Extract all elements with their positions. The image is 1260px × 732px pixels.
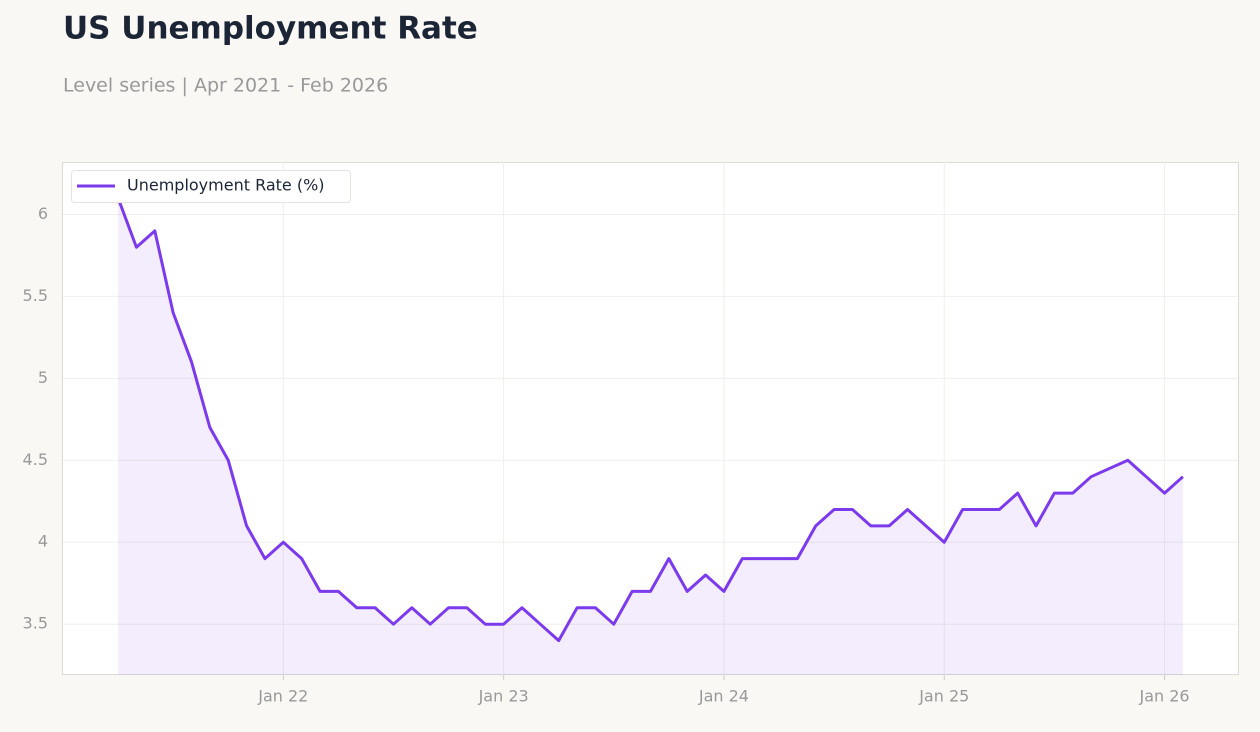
legend-box [71,170,351,203]
legend-label: Unemployment Rate (%) [127,176,325,195]
y-tick-label: 5 [38,368,48,387]
x-tick-label: Jan 24 [698,687,749,706]
y-tick-label: 4 [38,532,48,551]
x-tick-label: Jan 22 [257,687,308,706]
chart-subtitle: Level series | Apr 2021 - Feb 2026 [63,75,388,97]
x-tick-label: Jan 23 [478,687,529,706]
y-tick-label: 3.5 [23,614,48,633]
chart-title: US Unemployment Rate [63,11,478,47]
y-tick-label: 4.5 [23,450,48,469]
y-tick-label: 5.5 [23,286,48,305]
x-tick-label: Jan 26 [1139,687,1190,706]
line [116,197,1184,643]
area [118,198,1183,676]
y-tick-label: 6 [38,204,48,223]
x-tick-label: Jan 25 [918,687,969,706]
